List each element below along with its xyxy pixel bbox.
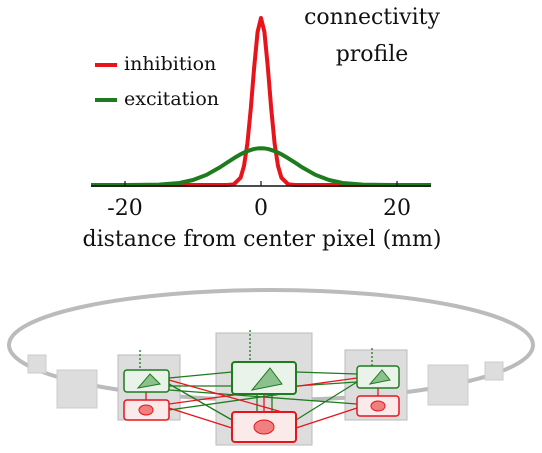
line: [91, 146, 431, 187]
neuron-icon: [138, 404, 154, 416]
neuron-icon: [253, 419, 275, 435]
x-axis-label: distance from center pixel (mm): [83, 227, 442, 252]
neuron-icon: [250, 367, 283, 391]
legend-label: inhibition: [124, 53, 216, 75]
neuron-icon: [368, 369, 391, 385]
chart-title: profile: [336, 42, 409, 67]
network-diagram: [7, 288, 535, 446]
pixel: [427, 364, 469, 406]
x-tick-label: 20: [383, 196, 411, 221]
chart: connectivity profile distance from cente…: [83, 5, 442, 252]
pixel: [484, 361, 504, 381]
x-tick-label: 0: [254, 196, 268, 221]
pixel: [27, 354, 47, 374]
pixel: [56, 369, 98, 409]
legend-label: excitation: [124, 88, 219, 110]
neuron-icon: [136, 373, 162, 389]
x-tick-label: -20: [107, 196, 142, 221]
line: [91, 16, 431, 187]
neuron-icon: [370, 400, 386, 412]
chart-title: connectivity: [304, 5, 440, 30]
